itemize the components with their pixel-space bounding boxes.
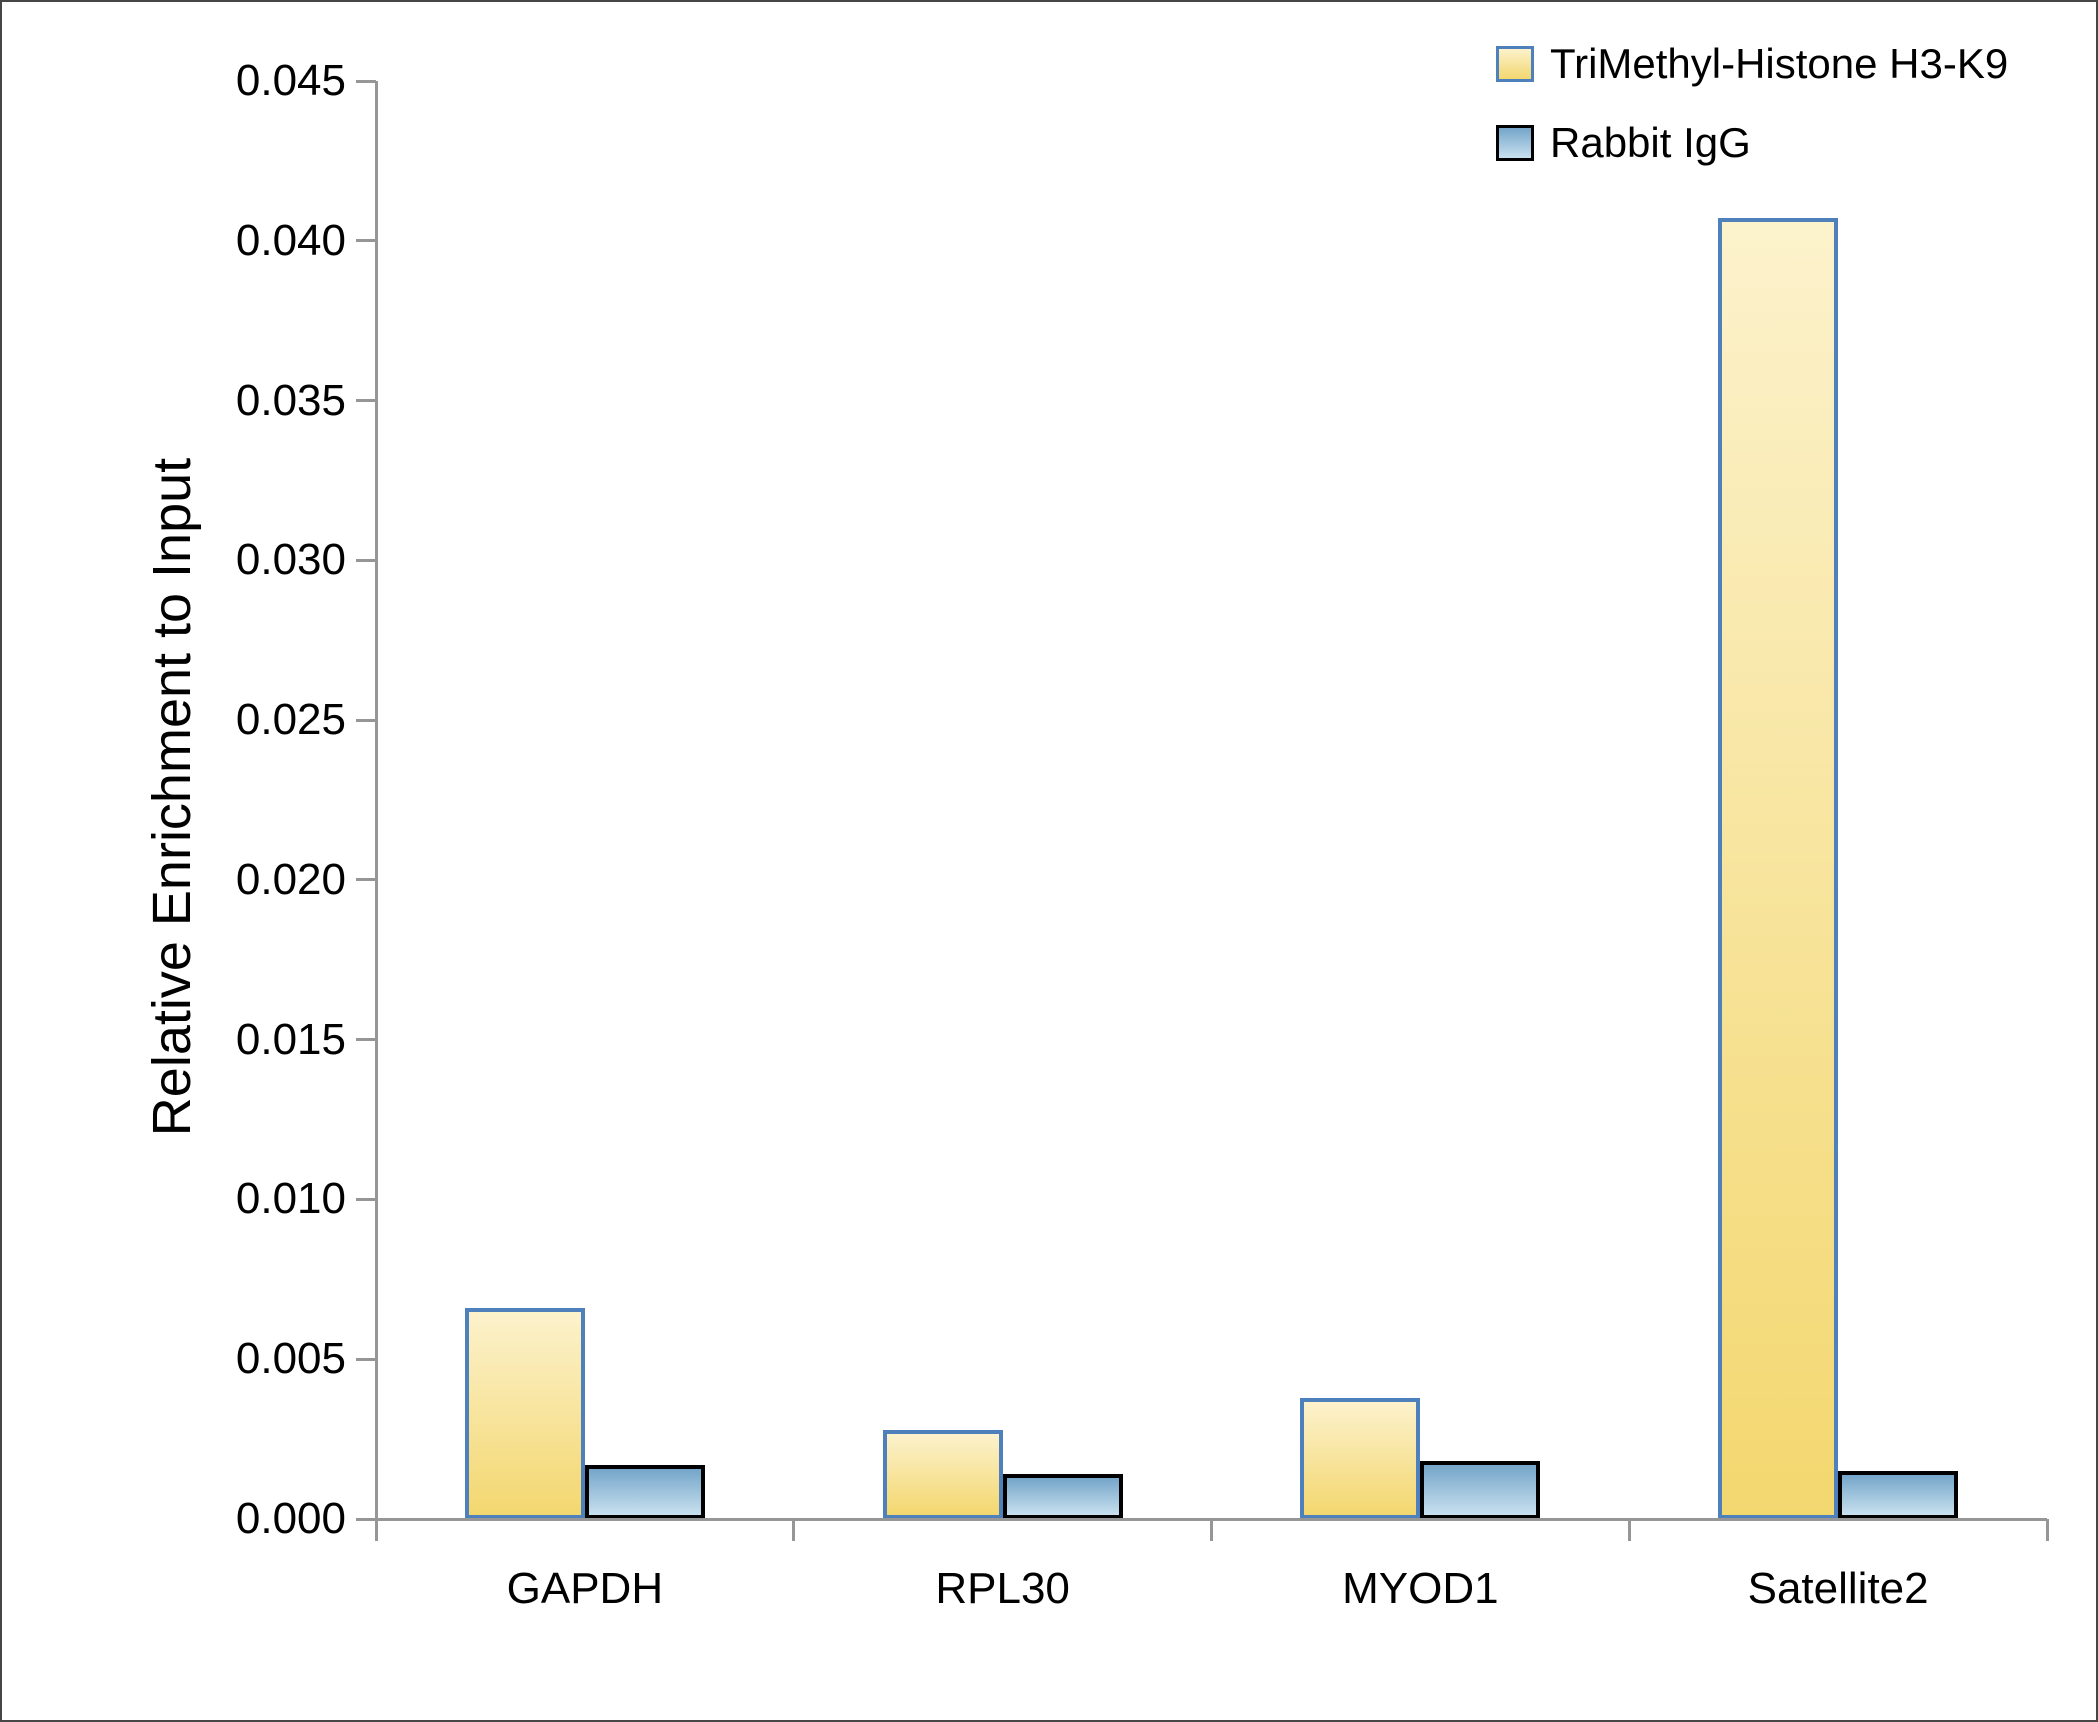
bar-satellite2-trimethyl-histone-h3-k9	[1718, 218, 1839, 1519]
y-axis-tick	[356, 1197, 376, 1201]
y-axis-tick	[356, 1038, 376, 1042]
legend-swatch-rabbit-igg	[1496, 125, 1534, 161]
bar-myod1-trimethyl-histone-h3-k9	[1300, 1397, 1421, 1519]
y-axis-tick-label: 0.030	[235, 535, 346, 585]
x-axis-boundary-tick	[2045, 1519, 2049, 1541]
legend-item-rabbit-igg: Rabbit IgG	[1496, 119, 1751, 167]
legend-label-rabbit-igg: Rabbit IgG	[1550, 119, 1751, 166]
legend-label-trimethyl-histone-h3-k9: TriMethyl-Histone H3-K9	[1550, 40, 2009, 87]
bar-gapdh-rabbit-igg	[584, 1464, 705, 1519]
bar-rpl30-trimethyl-histone-h3-k9	[882, 1429, 1003, 1519]
bar-satellite2-rabbit-igg	[1838, 1471, 1959, 1519]
y-axis-tick	[356, 399, 376, 403]
y-axis-tick	[356, 878, 376, 882]
x-axis-boundary-tick	[1210, 1519, 1213, 1541]
x-axis-category-label-rpl30: RPL30	[935, 1564, 1070, 1613]
y-axis-tick	[356, 718, 376, 722]
bar-gapdh-trimethyl-histone-h3-k9	[464, 1308, 585, 1519]
x-axis-boundary-tick	[1627, 1519, 1631, 1541]
y-axis-tick-label: 0.010	[235, 1174, 346, 1224]
y-axis-tick-label: 0.005	[235, 1334, 346, 1384]
y-axis-tick-label: 0.040	[235, 215, 346, 265]
legend-swatch-trimethyl-histone-h3-k9	[1496, 46, 1534, 82]
bar-rpl30-rabbit-igg	[1002, 1474, 1123, 1519]
y-axis-tick-label: 0.015	[235, 1014, 346, 1064]
y-axis-tick-label: 0.025	[235, 695, 346, 745]
y-axis-line	[374, 81, 378, 1541]
legend-item-trimethyl-histone-h3-k9: TriMethyl-Histone H3-K9	[1496, 40, 2008, 88]
y-axis-tick	[356, 558, 376, 562]
y-axis-tick	[356, 1357, 376, 1361]
y-axis-tick	[356, 79, 376, 83]
x-axis-category-label-gapdh: GAPDH	[506, 1564, 664, 1613]
y-axis-tick-label: 0.035	[235, 375, 346, 425]
x-axis-boundary-tick	[792, 1519, 796, 1541]
y-axis-tick-label: 0.020	[235, 854, 346, 904]
x-axis-category-label-myod1: MYOD1	[1342, 1564, 1499, 1613]
x-axis-category-label-satellite2: Satellite2	[1747, 1564, 1929, 1613]
y-axis-tick-label: 0.045	[235, 56, 346, 105]
y-axis-tick-label: 0.000	[235, 1494, 346, 1543]
y-axis-tick	[356, 1517, 376, 1521]
y-axis-tick	[356, 239, 376, 243]
bar-myod1-rabbit-igg	[1420, 1461, 1541, 1519]
